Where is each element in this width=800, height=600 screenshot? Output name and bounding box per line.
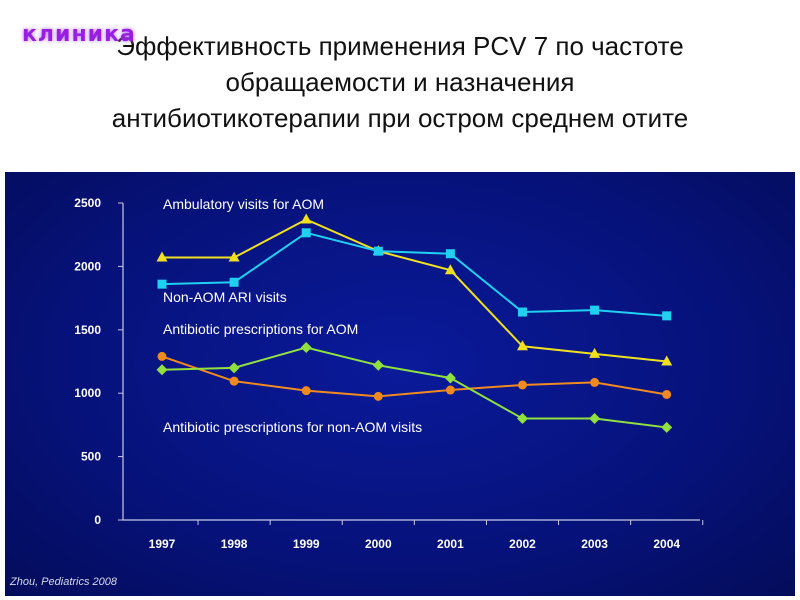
title-line: обращаемости и назначения (225, 67, 575, 97)
data-point (661, 421, 673, 433)
series-label: Ambulatory visits for AOM (163, 196, 324, 212)
series-label: Non-AOM ARI visits (163, 289, 287, 305)
y-tick-label: 500 (81, 450, 101, 464)
y-tick-label: 2000 (74, 259, 101, 273)
data-point (661, 355, 673, 366)
data-point (372, 359, 384, 371)
data-point (518, 307, 527, 317)
data-point (373, 246, 383, 256)
data-point (445, 385, 455, 395)
data-point (157, 279, 167, 289)
series-label: Antibiotic prescriptions for AOM (163, 321, 358, 337)
x-tick-label: 2003 (581, 537, 608, 551)
x-tick-label: 2000 (365, 537, 392, 551)
data-point (662, 311, 672, 321)
source-citation: Zhou, Pediatrics 2008 (10, 576, 118, 588)
clinic-logo: клиника (22, 22, 136, 47)
series-line (162, 218, 667, 363)
title-line: Эффективность применения PCV 7 по частот… (116, 31, 684, 61)
x-tick-label: 2001 (437, 537, 464, 551)
series-line (161, 355, 667, 398)
data-point (662, 389, 672, 399)
y-tick-label: 0 (94, 513, 101, 527)
title-line: антибиотикотерапии при остром среднем от… (111, 103, 689, 133)
data-point (156, 364, 168, 376)
x-tick-label: 1997 (149, 537, 176, 551)
series-label: Antibiotic prescriptions for non-AOM vis… (163, 419, 422, 435)
y-tick-label: 2500 (74, 196, 101, 210)
series-line (161, 231, 667, 317)
data-point (517, 340, 528, 351)
x-tick-label: 1998 (221, 537, 248, 551)
data-point (228, 362, 240, 374)
data-point (589, 413, 601, 425)
data-point (229, 277, 239, 287)
y-tick-label: 1500 (74, 323, 101, 337)
data-point (373, 391, 383, 401)
data-point (301, 386, 311, 396)
x-tick-label: 2004 (653, 537, 680, 551)
data-point (517, 413, 528, 425)
data-point (444, 264, 456, 275)
chart-panel (5, 172, 795, 596)
page-title: Эффективность применения PCV 7 по частот… (0, 28, 800, 136)
data-point (156, 251, 168, 262)
data-point (300, 342, 312, 354)
data-point (444, 372, 456, 384)
data-point (518, 380, 527, 390)
x-tick-label: 1999 (293, 537, 320, 551)
data-point (300, 213, 312, 224)
data-point (590, 377, 600, 387)
data-point (445, 249, 455, 259)
y-tick-label: 1000 (74, 386, 101, 400)
data-point (157, 351, 167, 361)
data-point (301, 228, 311, 238)
data-point (229, 376, 239, 386)
data-point (589, 347, 601, 358)
series-line (161, 346, 667, 429)
data-point (228, 251, 240, 262)
data-point (590, 305, 600, 315)
x-tick-label: 2002 (509, 537, 536, 551)
